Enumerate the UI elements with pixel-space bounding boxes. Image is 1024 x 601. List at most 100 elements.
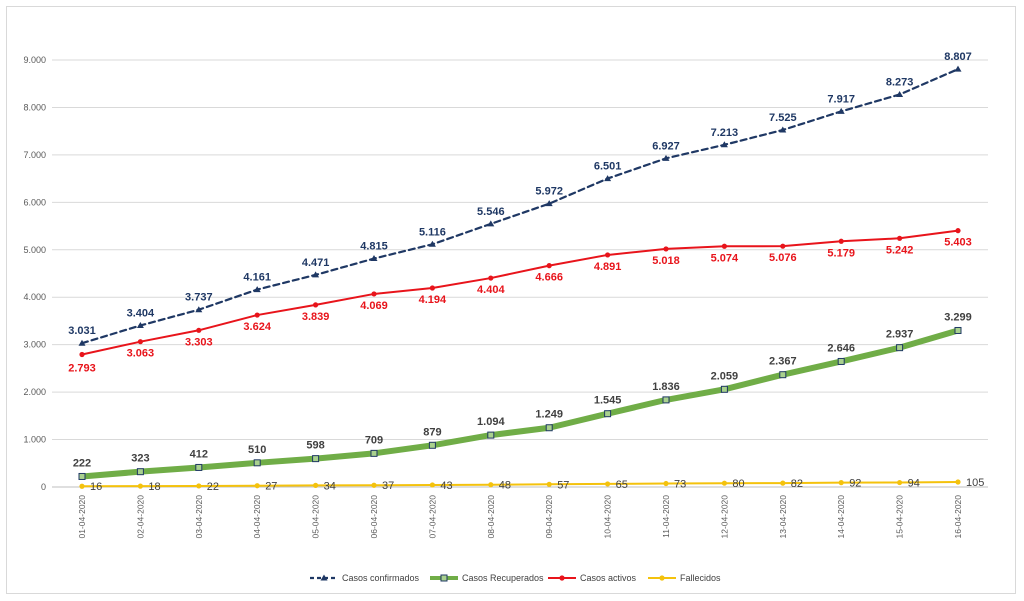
data-label: 57 bbox=[557, 479, 569, 491]
series-line bbox=[81, 481, 959, 488]
data-label: 1.249 bbox=[535, 409, 563, 421]
data-point bbox=[720, 141, 728, 148]
data-point bbox=[196, 327, 202, 333]
data-label: 16 bbox=[90, 481, 102, 493]
x-tick-label: 07-04-2020 bbox=[427, 495, 437, 539]
x-tick-label: 16-04-2020 bbox=[953, 495, 963, 539]
x-tick-label: 14-04-2020 bbox=[836, 495, 846, 539]
data-label: 5.116 bbox=[419, 226, 446, 238]
data-label: 5.972 bbox=[535, 186, 563, 198]
data-point bbox=[545, 200, 553, 207]
y-tick-label: 1.000 bbox=[23, 435, 46, 445]
legend-label: Casos activos bbox=[580, 573, 637, 583]
data-label: 3.839 bbox=[302, 311, 330, 323]
data-point bbox=[312, 455, 320, 463]
y-tick-label: 2.000 bbox=[23, 387, 46, 397]
x-tick-label: 11-04-2020 bbox=[661, 495, 671, 538]
x-tick-label: 04-04-2020 bbox=[252, 495, 262, 539]
data-label: 1.545 bbox=[594, 395, 622, 407]
data-label: 598 bbox=[306, 440, 324, 452]
data-label: 65 bbox=[616, 479, 628, 491]
data-point bbox=[371, 291, 377, 297]
y-tick-label: 7.000 bbox=[23, 150, 46, 160]
data-label: 2.937 bbox=[886, 329, 914, 341]
data-point bbox=[780, 480, 786, 486]
data-label: 3.031 bbox=[68, 325, 96, 337]
data-label: 37 bbox=[382, 480, 394, 492]
data-point bbox=[254, 483, 260, 489]
legend: Casos confirmados Casos Recuperados Casos … bbox=[310, 573, 721, 583]
y-tick-label: 5.000 bbox=[23, 245, 46, 255]
data-label: 82 bbox=[791, 478, 803, 490]
data-label: 48 bbox=[499, 480, 511, 492]
data-label: 1.094 bbox=[477, 416, 505, 428]
data-point bbox=[897, 235, 903, 241]
data-point bbox=[370, 255, 378, 262]
data-label: 105 bbox=[966, 477, 984, 489]
data-point bbox=[605, 481, 611, 487]
series-line bbox=[80, 68, 960, 345]
data-label: 4.891 bbox=[594, 261, 622, 273]
data-label: 3.404 bbox=[127, 307, 155, 319]
data-label: 43 bbox=[440, 480, 452, 492]
data-point bbox=[370, 449, 378, 457]
data-point bbox=[838, 238, 844, 244]
data-point bbox=[838, 480, 844, 486]
data-label: 5.179 bbox=[827, 247, 855, 259]
data-point bbox=[659, 575, 665, 581]
y-axis: 0 1.000 2.000 3.000 4.000 5.000 6.000 7.000 8.00… bbox=[23, 55, 46, 492]
data-label: 879 bbox=[423, 426, 441, 438]
data-label: 5.403 bbox=[944, 237, 972, 249]
data-point bbox=[253, 459, 261, 467]
data-label: 6.927 bbox=[652, 140, 680, 152]
data-label: 222 bbox=[73, 457, 91, 469]
x-tick-label: 02-04-2020 bbox=[135, 495, 145, 539]
data-label: 7.917 bbox=[827, 93, 855, 105]
data-label: 94 bbox=[908, 478, 920, 490]
data-label: 709 bbox=[365, 434, 383, 446]
x-tick-label: 01-04-2020 bbox=[77, 495, 87, 539]
series-line bbox=[81, 229, 959, 356]
data-label: 3.303 bbox=[185, 336, 213, 348]
x-tick-label: 13-04-2020 bbox=[778, 495, 788, 539]
legend-label: Fallecidos bbox=[680, 573, 721, 583]
data-point bbox=[428, 441, 436, 449]
data-point bbox=[663, 480, 669, 487]
data-point bbox=[254, 312, 260, 318]
data-point bbox=[429, 482, 435, 488]
data-point bbox=[546, 481, 552, 487]
data-point bbox=[720, 385, 728, 393]
data-label: 73 bbox=[674, 479, 686, 491]
data-label: 323 bbox=[131, 453, 149, 465]
data-point bbox=[195, 463, 203, 471]
data-point bbox=[79, 351, 85, 358]
y-tick-label: 8.000 bbox=[23, 102, 46, 112]
data-label: 92 bbox=[849, 478, 861, 490]
data-point bbox=[78, 472, 86, 480]
data-point bbox=[604, 410, 612, 418]
data-point bbox=[312, 271, 320, 278]
data-label: 412 bbox=[190, 448, 208, 460]
x-tick-label: 12-04-2020 bbox=[719, 495, 729, 539]
data-label: 5.074 bbox=[711, 252, 739, 264]
legend-label: Casos Recuperados bbox=[462, 573, 544, 583]
x-tick-label: 03-04-2020 bbox=[194, 495, 204, 539]
data-point bbox=[896, 90, 904, 97]
data-label: 4.815 bbox=[360, 241, 388, 253]
x-axis: 01-04-2020 02-04-2020 03-04-2020 04-04-2020… bbox=[77, 495, 963, 539]
data-point bbox=[896, 344, 904, 352]
data-label: 510 bbox=[248, 444, 266, 456]
data-point bbox=[955, 228, 961, 234]
data-label: 3.737 bbox=[185, 292, 213, 304]
x-tick-label: 15-04-2020 bbox=[895, 495, 905, 539]
data-label: 7.213 bbox=[711, 127, 739, 139]
data-label: 6.501 bbox=[594, 161, 622, 173]
y-tick-label: 9.000 bbox=[23, 55, 46, 65]
series-line bbox=[79, 327, 961, 480]
data-point bbox=[897, 479, 903, 486]
data-point bbox=[313, 302, 319, 308]
data-label: 7.525 bbox=[769, 112, 797, 124]
x-tick-label: 08-04-2020 bbox=[486, 495, 496, 539]
data-point bbox=[78, 339, 86, 346]
